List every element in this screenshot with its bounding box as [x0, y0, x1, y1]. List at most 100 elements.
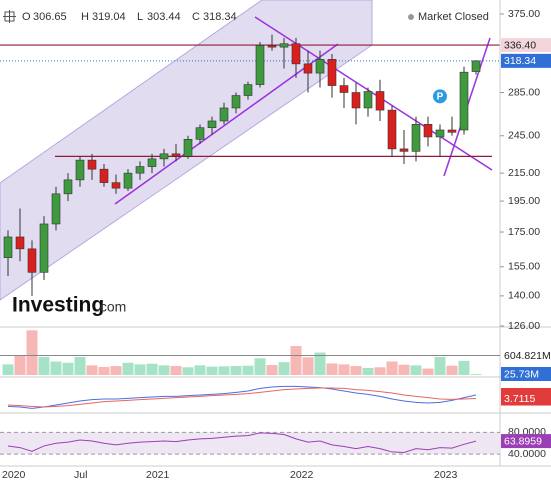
- volume-bar: [290, 346, 302, 375]
- candle-body: [279, 43, 289, 48]
- candle-body: [471, 60, 481, 72]
- candle-body: [267, 45, 277, 48]
- candle-body: [219, 107, 229, 122]
- y-tick-label: 375.00: [508, 8, 540, 20]
- candle-body: [135, 166, 145, 174]
- volume-bar: [134, 364, 146, 375]
- candle-body: [171, 153, 181, 157]
- candle-body: [459, 71, 469, 131]
- indicator-label-box: [501, 434, 551, 449]
- y-tick-label: 215.00: [508, 167, 540, 179]
- candle-body: [183, 138, 193, 157]
- volume-bar: [470, 374, 482, 375]
- event-marker: [433, 89, 447, 104]
- x-tick-label: 2022: [290, 469, 314, 481]
- candle-body: [255, 45, 265, 85]
- candle-body: [399, 148, 409, 152]
- low-value: 303.44: [147, 11, 181, 23]
- candle-body: [231, 95, 241, 109]
- open-value: 306.65: [33, 11, 67, 23]
- level-label-box: [501, 38, 551, 53]
- candle-body: [375, 91, 385, 111]
- volume-bar: [446, 365, 458, 375]
- volume-bar: [350, 366, 362, 375]
- volume-bar: [194, 365, 206, 375]
- candle-body: [159, 153, 169, 160]
- x-tick-label: 2020: [2, 469, 26, 481]
- volume-label: 25.73M: [504, 368, 539, 380]
- volume-bar: [2, 364, 14, 375]
- volume-bar: [74, 357, 86, 375]
- volume-bar: [386, 361, 398, 375]
- low-label: L: [137, 11, 143, 23]
- y-tick-label: 40.0000: [508, 448, 546, 460]
- volume-bar: [434, 357, 446, 375]
- volume-bar: [182, 367, 194, 375]
- y-tick-label: 175.00: [508, 226, 540, 238]
- candle-body: [75, 159, 85, 181]
- volume-bar: [38, 357, 50, 375]
- volume-bar: [326, 363, 338, 375]
- x-tick-label: 2023: [434, 469, 458, 481]
- indicator-line: [7, 432, 477, 453]
- band: [0, 432, 500, 455]
- candle-body: [423, 124, 433, 138]
- volume-bar: [14, 355, 26, 375]
- volume-bar: [458, 360, 470, 375]
- volume-bar: [362, 367, 374, 375]
- indicator-label-box: [501, 391, 551, 406]
- x-tick-label: 2021: [146, 469, 170, 481]
- volume-bar: [266, 365, 278, 375]
- x-tick-label: Jul: [74, 469, 87, 481]
- volume-bar: [374, 367, 386, 375]
- trend-line: [254, 16, 493, 171]
- volume-bar: [422, 368, 434, 375]
- high-value: 319.04: [92, 11, 126, 23]
- candle-body: [303, 63, 313, 74]
- candle-body: [411, 124, 421, 152]
- volume-average-label: 604.821M: [504, 350, 551, 362]
- candle-body: [15, 236, 25, 250]
- market-status: Market Closed: [418, 11, 489, 23]
- logo: Investing .com: [12, 294, 126, 317]
- candle-body: [387, 109, 397, 150]
- logo-suffix: .com: [96, 299, 126, 315]
- y-tick-label: 140.00: [508, 290, 540, 302]
- candle-body: [363, 91, 373, 109]
- candle-body: [291, 43, 301, 65]
- y-tick-label: 126.00: [508, 320, 540, 332]
- volume-bar: [206, 366, 218, 375]
- header: O 306.65 H 319.04 L 303.44 C 318.34 Mark…: [3, 10, 489, 23]
- volume-bar: [110, 366, 122, 375]
- candle-body: [51, 193, 61, 225]
- volume-bar: [122, 362, 134, 375]
- candle-body: [243, 84, 253, 96]
- volume-bar: [302, 357, 314, 375]
- close-value: 318.34: [203, 11, 237, 23]
- volume-bar: [170, 366, 182, 375]
- volume-bar: [398, 364, 410, 375]
- y-tick-label: 155.00: [508, 261, 540, 273]
- volume-bar: [62, 362, 74, 375]
- candle-body: [111, 182, 121, 189]
- volume-bar: [218, 366, 230, 375]
- last-price-label: 318.34: [504, 55, 536, 67]
- candle-body: [87, 159, 97, 170]
- candle-body: [3, 236, 13, 258]
- volume-bar: [410, 365, 422, 375]
- logo-name: Investing: [12, 294, 104, 317]
- volume-bar: [338, 364, 350, 375]
- high-label: H: [81, 11, 89, 23]
- event-marker-label: P: [437, 91, 444, 102]
- level-label: 336.40: [504, 39, 536, 51]
- candle-body: [27, 248, 37, 273]
- volume-bar: [98, 366, 110, 375]
- volume-bar: [158, 365, 170, 375]
- indicator-line: [7, 385, 477, 409]
- volume-bar: [230, 366, 242, 375]
- close-label: C: [192, 11, 200, 23]
- trend-line: [114, 43, 339, 205]
- volume-bar: [26, 330, 38, 375]
